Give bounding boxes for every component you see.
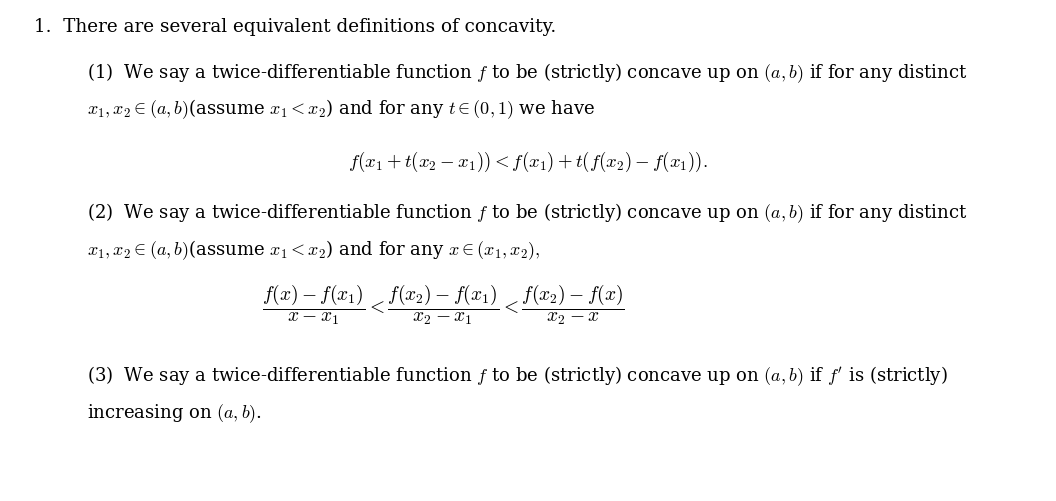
Text: increasing on $(a,b)$.: increasing on $(a,b)$. <box>87 402 262 424</box>
Text: $x_1, x_2 \in (a,b)$(assume $x_1 < x_2$) and for any $t \in (0,1)$ we have: $x_1, x_2 \in (a,b)$(assume $x_1 < x_2$)… <box>87 98 595 121</box>
Text: (1)  We say a twice-differentiable function $f$ to be (strictly) concave up on $: (1) We say a twice-differentiable functi… <box>87 61 967 85</box>
Text: 1.  There are several equivalent definitions of concavity.: 1. There are several equivalent definiti… <box>34 18 557 36</box>
Text: (3)  We say a twice-differentiable function $f$ to be (strictly) concave up on $: (3) We say a twice-differentiable functi… <box>87 365 947 388</box>
Text: $f(x_1+t(x_2-x_1)) < f(x_1)+t(f(x_2)-f(x_1)).$: $f(x_1+t(x_2-x_1)) < f(x_1)+t(f(x_2)-f(x… <box>348 150 708 174</box>
Text: $\dfrac{f(x)-f(x_1)}{x-x_1} < \dfrac{f(x_2)-f(x_1)}{x_2-x_1} < \dfrac{f(x_2)-f(x: $\dfrac{f(x)-f(x_1)}{x-x_1} < \dfrac{f(x… <box>262 283 625 328</box>
Text: $x_1, x_2 \in (a,b)$(assume $x_1 < x_2$) and for any $x \in (x_1, x_2),$: $x_1, x_2 \in (a,b)$(assume $x_1 < x_2$)… <box>87 238 540 262</box>
Text: (2)  We say a twice-differentiable function $f$ to be (strictly) concave up on $: (2) We say a twice-differentiable functi… <box>87 201 967 225</box>
